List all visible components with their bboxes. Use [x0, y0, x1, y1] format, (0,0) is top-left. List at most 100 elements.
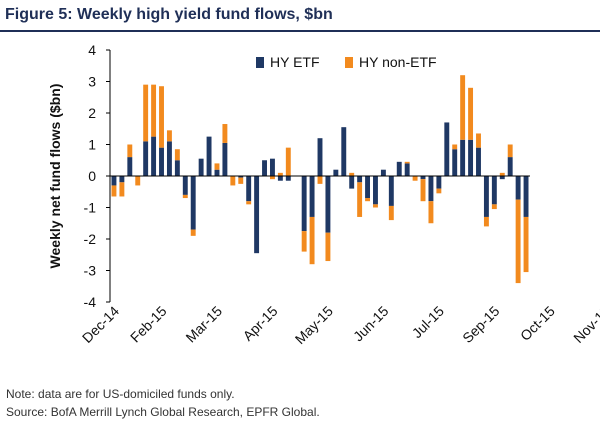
title-rule	[0, 30, 600, 32]
x-tick-label: Mar-15	[182, 303, 225, 346]
non-etf-bar	[349, 172, 355, 176]
x-tick-label: Jul-15	[409, 303, 447, 341]
etf-bar	[222, 142, 228, 176]
etf-bar	[317, 138, 323, 176]
non-etf-bar	[468, 87, 474, 140]
non-etf-bar	[143, 84, 149, 142]
etf-bar	[174, 160, 180, 176]
etf-bar	[277, 176, 283, 181]
non-etf-bar	[238, 177, 244, 184]
etf-bar	[151, 136, 157, 176]
etf-bar	[143, 141, 149, 176]
etf-bar	[238, 176, 244, 178]
etf-bar	[468, 139, 474, 176]
etf-bar	[269, 158, 275, 176]
non-etf-bar	[214, 163, 220, 170]
etf-bar	[262, 160, 267, 176]
etf-bar	[396, 161, 402, 176]
non-etf-bar	[230, 176, 236, 186]
non-etf-bar	[476, 133, 481, 148]
non-etf-bar	[404, 161, 410, 164]
y-tick-label: 0	[88, 168, 96, 184]
etf-bar	[190, 176, 196, 230]
x-tick-label: Jun-15	[350, 303, 392, 345]
y-axis-title: Weekly net fund flows ($bn)	[47, 84, 63, 269]
etf-bar	[159, 147, 164, 176]
etf-bar	[166, 141, 172, 176]
non-etf-bar	[365, 198, 371, 202]
etf-bar	[380, 169, 386, 176]
non-etf-bar	[127, 144, 133, 158]
non-etf-bar	[135, 176, 141, 186]
etf-bar	[428, 176, 434, 202]
etf-bar	[341, 127, 347, 176]
non-etf-bar	[420, 179, 426, 202]
non-etf-bar	[373, 204, 378, 208]
etf-bar	[436, 176, 442, 189]
etf-bar	[483, 176, 489, 217]
non-etf-bar	[269, 176, 275, 180]
etf-bar	[182, 176, 188, 195]
etf-bar	[523, 176, 529, 217]
etf-bar	[111, 176, 117, 186]
etf-bar	[285, 176, 291, 181]
etf-bar	[476, 147, 481, 176]
etf-bar	[214, 169, 220, 176]
non-etf-bar	[436, 188, 442, 194]
etf-bar	[507, 157, 513, 176]
non-etf-bar	[357, 182, 363, 217]
x-tick-label: Nov-15	[570, 303, 600, 346]
etf-bar	[119, 176, 125, 183]
y-tick-label: -3	[84, 263, 97, 279]
etf-bar	[301, 176, 307, 232]
y-tick-label: 4	[88, 42, 96, 58]
non-etf-bar	[515, 199, 521, 284]
x-tick-label: Feb-15	[127, 303, 170, 346]
etf-bar	[357, 176, 363, 183]
etf-bar	[420, 176, 426, 180]
figure-title: Figure 5: Weekly high yield fund flows, …	[5, 6, 333, 23]
etf-bar	[198, 158, 204, 176]
x-tick-label: Apr-15	[240, 303, 281, 344]
etf-bar	[491, 176, 497, 205]
non-etf-bar	[301, 231, 307, 252]
fund-flows-chart: 4 3 2 1 0 -1 -2 -3 -4 Weekly net fund flows ($bn)…	[47, 42, 600, 347]
legend-label-non-etf: HY non-ETF	[359, 54, 437, 70]
etf-bar	[365, 176, 371, 199]
etf-bar	[325, 176, 331, 233]
etf-bar	[206, 136, 212, 176]
etf-bar	[309, 176, 315, 217]
non-etf-bar	[246, 201, 252, 205]
non-etf-bar	[277, 172, 283, 176]
source-note: Source: BofA Merrill Lynch Global Resear…	[6, 405, 320, 419]
non-etf-bar	[285, 147, 291, 176]
non-etf-bar	[507, 144, 513, 158]
etf-bar	[499, 176, 505, 180]
y-tick-label: -1	[84, 200, 97, 216]
etf-bar	[373, 176, 378, 205]
etf-bar	[444, 122, 450, 176]
non-etf-bar	[111, 185, 117, 197]
legend-swatch-non-etf	[345, 57, 353, 68]
x-tick-label: Sep-15	[459, 303, 502, 346]
non-etf-bar	[428, 201, 434, 224]
legend-swatch-etf	[256, 57, 264, 68]
non-etf-bar	[174, 149, 180, 161]
non-etf-bar	[190, 229, 196, 236]
footnote: Note: data are for US-domiciled funds on…	[6, 387, 235, 401]
etf-bar	[246, 176, 252, 202]
non-etf-bar	[119, 182, 125, 197]
etf-bar	[349, 176, 355, 189]
non-etf-bar	[182, 194, 188, 199]
non-etf-bar	[325, 232, 331, 262]
etf-bar	[127, 157, 133, 176]
y-tick-label: 3	[88, 74, 96, 90]
etf-bar	[388, 176, 394, 206]
non-etf-bar	[491, 204, 497, 210]
y-tick-label: -2	[84, 231, 97, 247]
non-etf-bar	[483, 216, 489, 227]
non-etf-bar	[309, 216, 315, 265]
etf-bar	[254, 176, 260, 254]
non-etf-bar	[460, 75, 466, 140]
non-etf-bar	[151, 84, 157, 137]
